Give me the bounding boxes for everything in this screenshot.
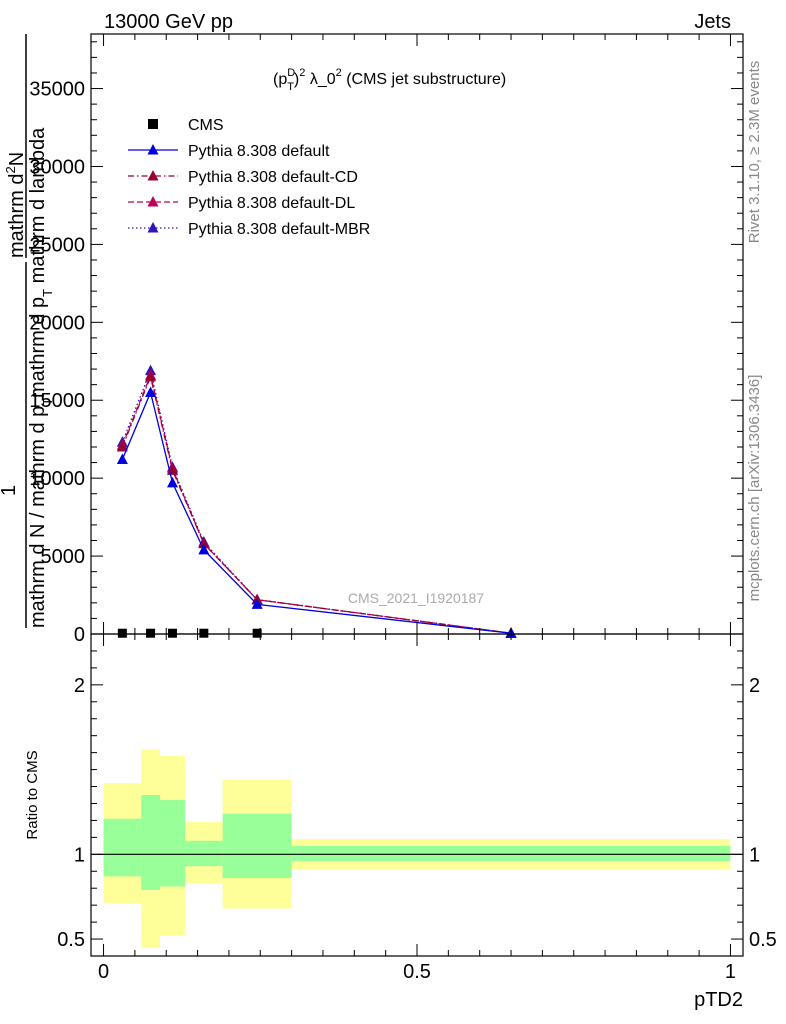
data-point [145, 386, 157, 397]
title-lambda: λ_0 [305, 71, 335, 88]
mcplots-label: mcplots.cern.ch [arXiv:1306.3436] [746, 375, 763, 602]
data-point [252, 628, 262, 638]
chart-title: (pD T)2 λ_02 (CMS jet substructure) [273, 67, 506, 93]
title-sup-d: D [287, 67, 295, 79]
series-line [121, 390, 512, 634]
data-point [199, 628, 209, 638]
legend-entry: Pythia 8.308 default-DL [128, 195, 355, 212]
data-point [198, 543, 210, 555]
x-axis-label: pTD2 [694, 989, 743, 1011]
header-right: Jets [694, 11, 731, 33]
legend-entry: Pythia 8.308 default [128, 143, 330, 160]
series-1 [116, 386, 517, 638]
xtick-label: 0.5 [403, 961, 431, 983]
ratio-frame [90, 633, 744, 957]
legend-label: Pythia 8.308 default [188, 143, 330, 160]
data-point [116, 453, 128, 464]
main-ytick-label: 20000 [29, 312, 85, 334]
data-point [146, 628, 156, 638]
legend-marker [148, 119, 158, 129]
ratio-ytick-label-right: 0.5 [749, 929, 777, 951]
main-ytick-label: 15000 [29, 390, 85, 412]
ratio-band-inner [291, 845, 731, 862]
data-point [145, 370, 157, 382]
legend-entry: Pythia 8.308 default-CD [128, 169, 358, 186]
main-ytick-label: 5000 [41, 546, 86, 568]
title-close: ) [294, 71, 299, 88]
ratio-band-inner [185, 840, 223, 867]
ratio-y-axis-label: Ratio to CMS [24, 750, 41, 839]
main-y-axis-label: mathrm d2N mathrm d pT mathrm d lambda 1… [0, 34, 55, 628]
ratio-band-inner [103, 818, 142, 877]
analysis-watermark: CMS_2021_I1920187 [348, 590, 484, 606]
data-point [117, 628, 127, 638]
legend-label: CMS [188, 117, 224, 134]
main-panel-series [116, 364, 517, 638]
ratio-ytick-label-right: 2 [749, 675, 760, 697]
main-ytick-label: 25000 [29, 234, 85, 256]
data-point [251, 598, 263, 609]
legend-entry: CMS [148, 117, 224, 134]
ylabel-one: 1 [0, 485, 20, 496]
ylabel-bottom: mathrm d N / mathrm d pT [27, 398, 55, 628]
legend-marker [147, 170, 159, 181]
ratio-panel-bands [103, 749, 731, 948]
main-ytick-label: 10000 [29, 468, 85, 490]
title-sub-t: T [287, 81, 294, 93]
xtick-label: 1 [725, 961, 736, 983]
ratio-band-inner [159, 800, 186, 887]
ratio-band-inner [141, 795, 160, 890]
data-point [116, 440, 128, 452]
ylabel-numerator: mathrm d2N [3, 152, 28, 258]
data-point [168, 628, 177, 638]
legend-marker [147, 222, 159, 233]
legend-marker [147, 144, 159, 155]
legend-label: Pythia 8.308 default-DL [188, 195, 355, 212]
ratio-ytick-label: 2 [74, 675, 85, 697]
title-rest: (CMS jet substructure) [342, 71, 506, 88]
ratio-ytick-label: 1 [74, 844, 85, 866]
legend-label: Pythia 8.308 default-CD [188, 169, 358, 186]
title-sup2: 2 [299, 67, 305, 79]
ratio-band-inner [222, 813, 292, 879]
ratio-ytick-label-right: 1 [749, 844, 760, 866]
ylabel-denominator: mathrm d pT mathrm d lambda [27, 127, 55, 398]
data-point [167, 476, 178, 488]
header-left: 13000 GeV pp [104, 11, 233, 33]
legend-entry: Pythia 8.308 default-MBR [128, 221, 370, 238]
main-ytick-label: 0 [74, 624, 85, 646]
legend-marker [147, 196, 159, 207]
main-ytick-label: 35000 [29, 79, 85, 101]
legend-label: Pythia 8.308 default-MBR [188, 221, 370, 238]
series-line [121, 373, 512, 634]
legend: CMS Pythia 8.308 default Pythia 8.308 defa… [128, 117, 370, 238]
ratio-ytick-label: 0.5 [57, 929, 85, 951]
main-panel-axes: 0 5000 10000 15000 20000 25000 30000 35000 [29, 33, 744, 646]
title-open: (p [273, 71, 287, 88]
main-ytick-label: 30000 [29, 156, 85, 178]
rivet-label: Rivet 3.1.10, ≥ 2.3M events [746, 61, 763, 244]
ratio-panel-axes: 0.5 0.5 1 1 2 2 0 0.5 1 [57, 633, 777, 983]
xtick-label: 0 [98, 961, 109, 983]
series-0 [117, 628, 262, 638]
title-sup2b: 2 [336, 67, 342, 79]
